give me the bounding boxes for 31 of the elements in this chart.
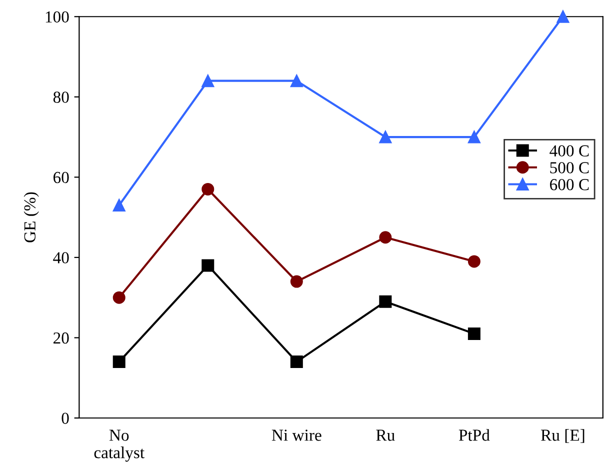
point — [290, 356, 303, 368]
y-tick-label: 60 — [53, 172, 69, 184]
legend-label: 500 C — [550, 162, 589, 174]
point — [202, 259, 214, 272]
point — [202, 74, 214, 88]
point — [290, 275, 303, 288]
y-tick-label: 100 — [46, 11, 69, 23]
y-tick-label: 20 — [54, 332, 69, 344]
point — [468, 327, 480, 340]
point — [379, 130, 392, 144]
y-tick-label: 0 — [62, 412, 69, 424]
point — [290, 74, 303, 88]
point — [112, 199, 126, 212]
legend-label: 400 C — [550, 145, 589, 156]
y-tick-label: 80 — [53, 92, 69, 103]
point — [112, 291, 126, 304]
x-tick-label: Ru — [376, 430, 395, 441]
point — [379, 231, 392, 244]
point — [202, 182, 214, 196]
x-tick-label: Ni wire — [272, 430, 322, 441]
x-tick-label: Ru [E] — [540, 429, 584, 443]
point — [556, 10, 570, 23]
point — [468, 130, 480, 144]
x-tick-label: No catalyst — [94, 430, 144, 462]
legend-label: 600 C — [550, 179, 589, 190]
y-tick-label: 40 — [53, 252, 69, 264]
y-axis-title: GE (%) — [24, 192, 39, 242]
point — [468, 255, 480, 268]
x-tick-label: PtPd — [458, 429, 490, 441]
point — [112, 356, 126, 368]
point — [379, 295, 392, 308]
